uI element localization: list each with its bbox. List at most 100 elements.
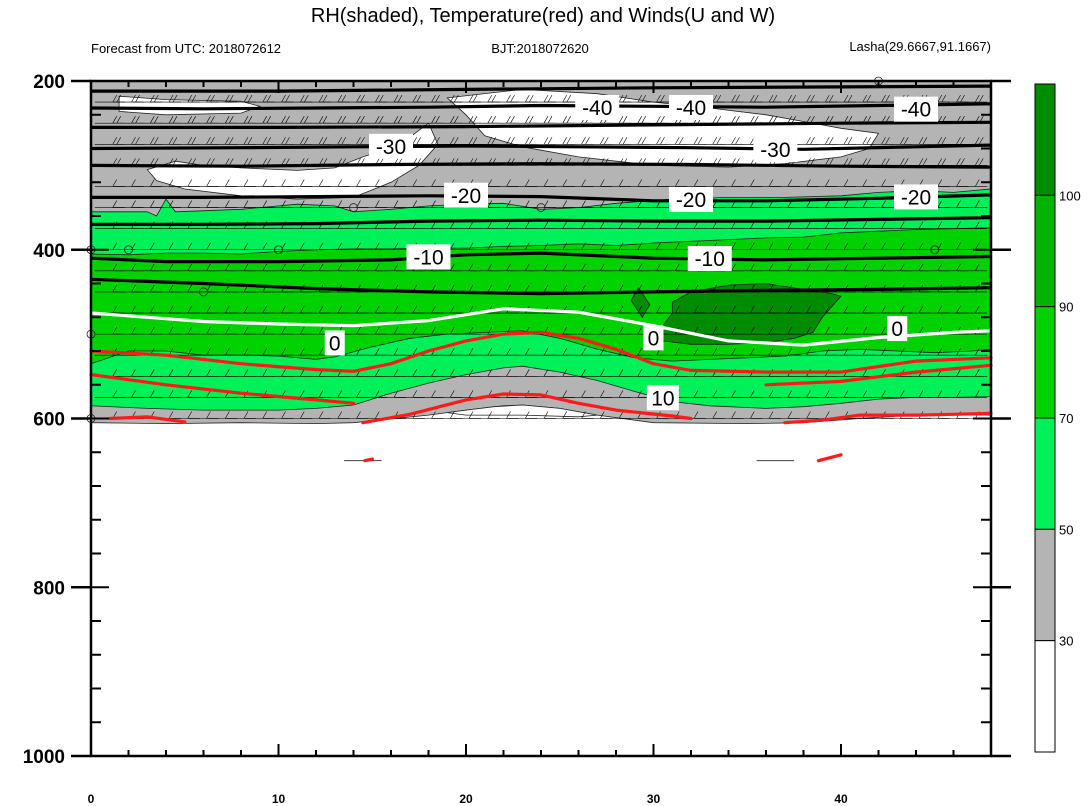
wind-barb-flag: [637, 137, 643, 145]
wind-barb-flag: [412, 369, 418, 377]
wind-barb-flag: [393, 305, 399, 314]
wind-barb-flag: [697, 137, 703, 145]
wind-barb-flag: [843, 326, 849, 335]
wind-barb-flag: [674, 137, 680, 145]
contour-label--30: -30: [753, 137, 798, 163]
wind-barb-flag: [824, 242, 830, 250]
wind-barb-flag: [337, 94, 343, 103]
wind-barb-flag: [112, 179, 118, 187]
wind-barb-flag: [337, 242, 343, 250]
wind-barb-flag: [885, 94, 890, 103]
wind-barb-flag: [112, 326, 118, 335]
wind-barb-flag: [885, 137, 890, 145]
wind-barb-flag: [787, 326, 793, 335]
x-tick-label: 10: [272, 792, 286, 806]
wind-barb-flag: [453, 137, 459, 145]
wind-barb-flag: [618, 284, 624, 293]
wind-barb-flag: [187, 305, 193, 314]
wind-barb-flag: [281, 411, 286, 419]
wind-barb-flag: [524, 284, 530, 293]
wind-barb-flag: [956, 390, 961, 398]
wind-barb-flag: [974, 137, 980, 145]
wind-barb-flag: [206, 242, 211, 250]
wind-barb-flag: [885, 158, 890, 166]
wind-barb-flag: [153, 137, 159, 145]
wind-barb-flag: [449, 390, 455, 398]
wind-barb-flag: [243, 348, 249, 356]
wind-barb-flag: [693, 390, 699, 398]
wind-barb-flag: [299, 94, 305, 103]
wind-barb-flag: [393, 263, 399, 271]
wind-barb-flag: [599, 221, 605, 229]
isotherm-8b: [764, 363, 993, 387]
wind-barb-flag: [637, 116, 643, 124]
wind-barb-flag: [449, 326, 455, 335]
wind-barb-flag: [581, 263, 586, 271]
wind-barb-flag: [412, 390, 418, 398]
contour-label-text: -20: [901, 186, 931, 209]
wind-calm-circle: [349, 203, 358, 212]
wind-barb-flag: [131, 116, 136, 124]
wind-barb-flag: [656, 263, 661, 271]
wind-barb-flag: [637, 221, 643, 229]
isotherm-14: [783, 411, 993, 425]
wind-barb-flag: [262, 305, 268, 314]
wind-barb-flag: [824, 411, 830, 419]
wind-barb-flag: [187, 390, 193, 398]
y-tick-label: 200: [33, 72, 65, 93]
wind-barb-flag: [112, 284, 118, 293]
wind-barb-flag: [262, 348, 268, 356]
wind-barb-flag: [191, 137, 197, 145]
wind-barb-flag: [149, 94, 155, 103]
wind-barb-flag: [731, 221, 736, 229]
wind-barb-flag: [566, 137, 572, 145]
wind-barb-flag: [206, 390, 211, 398]
wind-barb-flag: [435, 137, 440, 145]
wind-barb-flag: [318, 116, 324, 124]
wind-barb-flag: [524, 200, 530, 208]
wind-calm-circle: [536, 203, 546, 212]
wind-barb-flag: [768, 326, 774, 335]
wind-barb-flag: [956, 137, 961, 145]
wind-barb-flag: [585, 137, 590, 145]
wind-barb-flag: [224, 242, 230, 250]
wind-barb-flag: [131, 179, 136, 187]
wind-barb-flag: [266, 137, 272, 145]
wind-barb-flag: [581, 390, 586, 398]
wind-barb-flag: [810, 158, 815, 166]
wind-barb-flag: [487, 348, 493, 356]
wind-barb-flag: [210, 94, 215, 103]
wind-barb-flag: [191, 158, 197, 166]
wind-barb-flag: [149, 326, 155, 335]
wind-barb-flag: [412, 348, 418, 356]
wind-barb-flag: [318, 326, 324, 335]
wind-barb-flag: [337, 305, 343, 314]
wind-barb-flag: [191, 116, 197, 124]
wind-barb-flag: [412, 116, 418, 124]
wind-barb-flag: [149, 263, 155, 271]
wind-barb-flag: [374, 94, 380, 103]
wind-barb-flag: [449, 305, 455, 314]
wind-barb-flag: [206, 369, 211, 377]
wind-barb-flag: [637, 390, 643, 398]
wind-barb-flag: [660, 116, 665, 124]
wind-barb-flag: [187, 179, 193, 187]
contour-label-box: [669, 186, 713, 212]
wind-barb-flag: [768, 179, 774, 187]
station-label: Lasha(29.6667,91.1667): [849, 39, 991, 54]
wind-barb-flag: [337, 411, 343, 419]
wind-barb-flag: [487, 263, 493, 271]
wind-barb-flag: [243, 263, 249, 271]
wind-barb-flag: [468, 263, 474, 271]
wind-barb-flag: [543, 179, 549, 187]
contour-label-text: -30: [376, 136, 406, 159]
wind-barb-flag: [191, 94, 197, 103]
wind-barb-flag: [749, 411, 755, 419]
wind-barb-flag: [468, 348, 474, 356]
wind-barb-flag: [435, 116, 440, 124]
wind-barb-flag: [206, 94, 211, 103]
wind-barb-flag: [172, 116, 178, 124]
wind-barb-flag: [843, 348, 849, 356]
